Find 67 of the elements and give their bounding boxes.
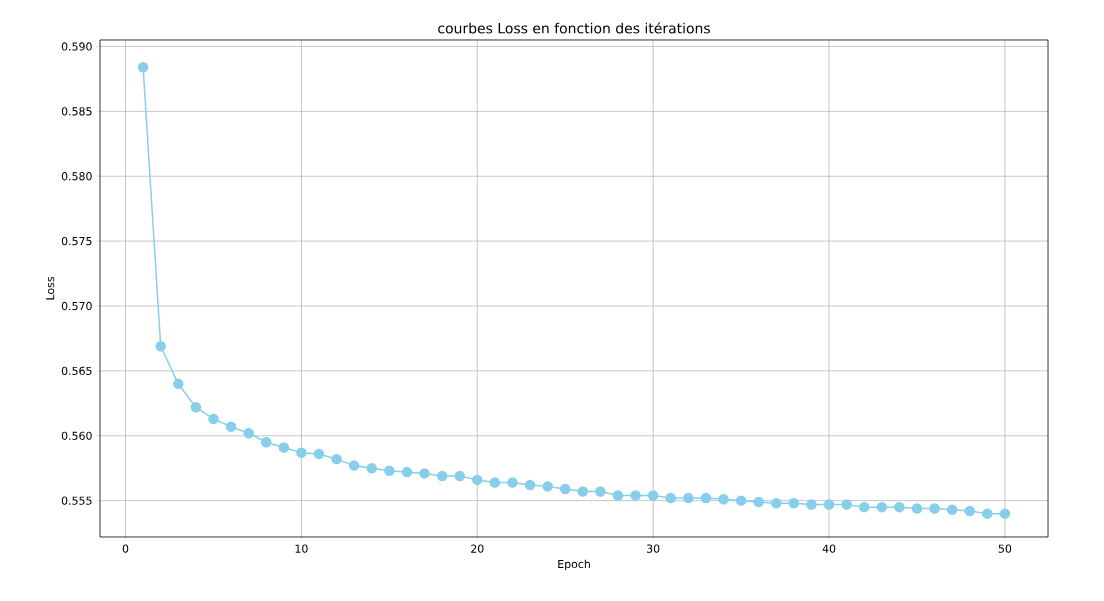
point xyxy=(999,508,1011,519)
point xyxy=(595,486,606,497)
point xyxy=(647,490,659,501)
point xyxy=(524,479,536,491)
point xyxy=(735,495,747,506)
point xyxy=(964,505,975,517)
point xyxy=(348,460,360,471)
y-axis-title: Loss xyxy=(46,277,55,300)
point xyxy=(806,499,817,510)
point xyxy=(454,470,465,482)
chart-title: courbes Loss en fonction des itérations xyxy=(438,22,710,34)
point xyxy=(683,492,694,504)
point xyxy=(700,492,712,504)
point xyxy=(190,401,202,413)
point xyxy=(946,504,958,515)
point xyxy=(753,496,764,508)
point xyxy=(401,466,413,478)
y-tick-label: 0.555 xyxy=(61,496,92,505)
point xyxy=(630,490,641,501)
y-tick-label: 0.585 xyxy=(61,107,92,116)
x-tick-label: 30 xyxy=(647,544,660,553)
point xyxy=(718,494,729,505)
point xyxy=(278,442,290,453)
point xyxy=(313,448,325,460)
point xyxy=(384,465,395,477)
point xyxy=(911,503,923,514)
point xyxy=(260,437,272,448)
point xyxy=(137,61,149,73)
y-tick-label: 0.560 xyxy=(61,431,92,440)
y-tick-label: 0.570 xyxy=(61,301,92,311)
point xyxy=(436,470,448,482)
x-tick-label: 20 xyxy=(471,544,484,553)
point xyxy=(771,498,782,509)
x-tick-label: 0 xyxy=(122,544,129,553)
point xyxy=(472,474,483,486)
point xyxy=(858,501,870,513)
point xyxy=(225,421,237,432)
y-tick-label: 0.580 xyxy=(61,172,92,181)
x-tick-label: 10 xyxy=(295,544,308,553)
point xyxy=(419,468,430,479)
point xyxy=(841,499,852,510)
point xyxy=(507,477,518,488)
point xyxy=(929,503,940,514)
point xyxy=(366,462,377,474)
x-axis-title: Epoch xyxy=(558,559,590,571)
point xyxy=(331,453,342,465)
point xyxy=(542,481,553,492)
point xyxy=(208,413,219,425)
x-tick-label: 40 xyxy=(822,544,836,553)
point xyxy=(155,340,166,352)
point xyxy=(665,492,676,504)
y-tick-label: 0.590 xyxy=(61,42,92,51)
point xyxy=(612,490,624,501)
point xyxy=(243,427,254,439)
point xyxy=(296,447,307,458)
point xyxy=(876,501,888,513)
point xyxy=(982,508,993,519)
point xyxy=(894,501,905,513)
x-tick-label: 50 xyxy=(998,544,1012,553)
y-tick-label: 0.565 xyxy=(61,366,92,376)
point xyxy=(823,499,835,510)
point xyxy=(489,477,501,488)
point xyxy=(173,378,184,390)
point xyxy=(559,483,571,495)
point xyxy=(577,486,589,497)
point xyxy=(788,498,800,509)
y-tick-label: 0.575 xyxy=(61,236,92,246)
